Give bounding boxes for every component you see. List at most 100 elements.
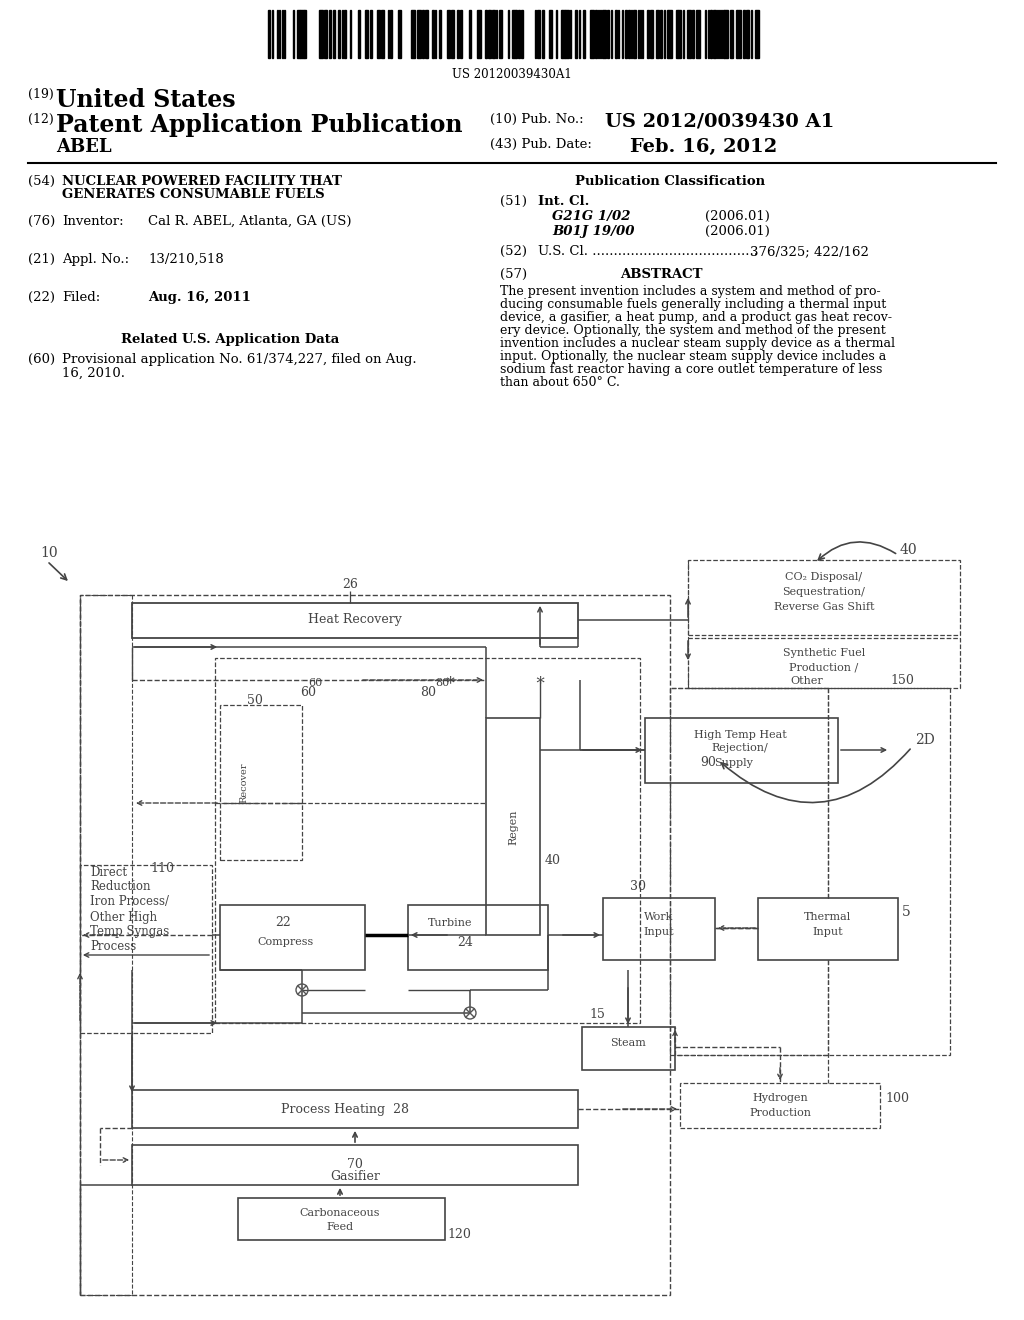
Text: (51): (51) (500, 195, 527, 209)
Bar (80, 595, 670, 1295)
Bar (486, 718, 540, 935)
Text: Production: Production (749, 1107, 811, 1118)
Bar (633, 11, 636, 58)
Bar (370, 11, 372, 58)
Text: than about 650° C.: than about 650° C. (500, 376, 620, 389)
Text: 70: 70 (347, 1159, 362, 1172)
Bar (238, 1199, 445, 1239)
Bar (602, 11, 606, 58)
Text: Process Heating  28: Process Heating 28 (281, 1102, 409, 1115)
Text: Rejection/: Rejection/ (712, 743, 768, 752)
Text: Patent Application Publication: Patent Application Publication (56, 114, 463, 137)
Text: Direct: Direct (90, 866, 127, 879)
Bar (746, 11, 748, 58)
Bar (521, 11, 523, 58)
Text: 110: 110 (150, 862, 174, 875)
Bar (366, 11, 368, 58)
Bar (477, 11, 481, 58)
Bar (615, 11, 617, 58)
Bar (647, 11, 649, 58)
Bar (304, 11, 306, 58)
Bar (489, 11, 490, 58)
Bar (562, 11, 565, 58)
Bar (132, 1144, 578, 1185)
Text: Iron Process/: Iron Process/ (90, 895, 169, 908)
Text: (19): (19) (28, 88, 53, 102)
Bar (603, 898, 715, 960)
Bar (132, 603, 578, 638)
Text: Supply: Supply (715, 758, 754, 768)
Text: 26: 26 (342, 578, 358, 591)
Text: ABEL: ABEL (56, 139, 112, 156)
Text: Input: Input (813, 927, 844, 937)
Bar (220, 705, 302, 861)
Text: Related U.S. Application Data: Related U.S. Application Data (121, 333, 339, 346)
Bar (377, 11, 380, 58)
Text: (2006.01): (2006.01) (705, 224, 770, 238)
Bar (688, 638, 961, 688)
Bar (425, 11, 427, 58)
Text: Process: Process (90, 940, 136, 953)
Text: invention includes a nuclear steam supply device as a thermal: invention includes a nuclear steam suppl… (500, 337, 895, 350)
Text: 22: 22 (275, 916, 291, 929)
Text: Input: Input (644, 927, 675, 937)
Text: Feb. 16, 2012: Feb. 16, 2012 (630, 139, 777, 156)
Bar (696, 11, 700, 58)
Bar (469, 11, 471, 58)
Bar (656, 11, 659, 58)
Text: (76): (76) (28, 215, 55, 228)
Bar (680, 1082, 880, 1129)
Bar (408, 906, 548, 970)
Bar (512, 11, 516, 58)
Text: Production /: Production / (790, 663, 859, 672)
Bar (549, 11, 552, 58)
Text: U.S. Cl. .......................................: U.S. Cl. ...............................… (538, 246, 758, 257)
Text: 90: 90 (700, 756, 716, 770)
Text: B01J 19/00: B01J 19/00 (552, 224, 635, 238)
Bar (730, 11, 733, 58)
Bar (398, 11, 401, 58)
Text: (60): (60) (28, 352, 55, 366)
Text: (21): (21) (28, 253, 55, 267)
Text: (12): (12) (28, 114, 53, 125)
Text: ducing consumable fuels generally including a thermal input: ducing consumable fuels generally includ… (500, 298, 886, 312)
Bar (670, 688, 950, 1055)
Text: device, a gasifier, a heat pump, and a product gas heat recov-: device, a gasifier, a heat pump, and a p… (500, 312, 892, 323)
Bar (625, 11, 627, 58)
Text: Regen: Regen (508, 809, 518, 845)
Bar (492, 11, 495, 58)
Text: Feed: Feed (327, 1222, 353, 1232)
Bar (687, 11, 691, 58)
Text: Int. Cl.: Int. Cl. (538, 195, 590, 209)
Text: 40: 40 (900, 543, 918, 557)
Text: Steam: Steam (610, 1038, 646, 1048)
Bar (518, 11, 520, 58)
Text: Compress: Compress (257, 937, 313, 946)
Text: 15: 15 (589, 1008, 605, 1022)
Bar (688, 560, 961, 635)
Bar (542, 11, 544, 58)
Text: 376/325; 422/162: 376/325; 422/162 (750, 246, 869, 257)
Text: (10) Pub. No.:: (10) Pub. No.: (490, 114, 584, 125)
Bar (668, 11, 672, 58)
Text: ∗: ∗ (444, 672, 456, 689)
Text: 5: 5 (902, 906, 910, 919)
Text: Carbonaceous: Carbonaceous (300, 1208, 380, 1218)
Text: US 2012/0039430 A1: US 2012/0039430 A1 (605, 114, 835, 131)
Text: Reverse Gas Shift: Reverse Gas Shift (774, 602, 874, 612)
Bar (575, 11, 577, 58)
Bar (582, 1027, 675, 1071)
Text: input. Optionally, the nuclear steam supply device includes a: input. Optionally, the nuclear steam sup… (500, 350, 886, 363)
Text: 30: 30 (630, 880, 646, 894)
Text: (57): (57) (500, 268, 527, 281)
Bar (80, 595, 132, 1295)
Text: Work: Work (644, 912, 674, 921)
Bar (344, 11, 346, 58)
Text: (54): (54) (28, 176, 55, 187)
Text: NUCLEAR POWERED FACILITY THAT: NUCLEAR POWERED FACILITY THAT (62, 176, 342, 187)
Bar (692, 11, 694, 58)
Text: 13/210,518: 13/210,518 (148, 253, 224, 267)
Bar (628, 11, 630, 58)
Bar (324, 11, 326, 58)
Text: Other High: Other High (90, 911, 157, 924)
